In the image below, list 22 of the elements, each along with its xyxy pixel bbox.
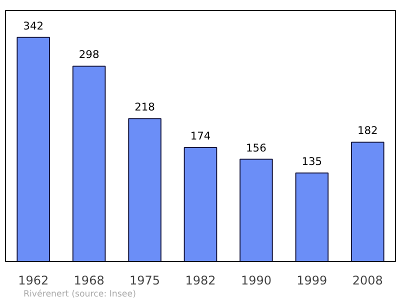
data-label: 135 [302, 155, 322, 168]
bar [295, 172, 329, 262]
data-label: 182 [357, 124, 378, 138]
x-tick-label: 2008 [352, 274, 383, 288]
x-tick-label: 1975 [130, 274, 160, 288]
text: Rivérenert (source: Insee) [24, 290, 136, 299]
data-label: 298 [78, 48, 100, 62]
data-label: 342 [23, 19, 44, 32]
x-tick-label: 1990 [240, 274, 272, 288]
bar [128, 118, 162, 262]
x-tick-label: 1968 [74, 274, 104, 288]
x-tick-label: 1982 [185, 274, 216, 288]
data-label: 156 [246, 141, 267, 154]
bar [184, 146, 218, 262]
data-label: 218 [134, 100, 156, 114]
bar [72, 66, 106, 262]
bar [16, 36, 50, 262]
bar [350, 142, 384, 262]
x-tick-label: 1962 [18, 274, 49, 288]
bar [240, 158, 273, 262]
data-label: 174 [190, 129, 211, 142]
x-tick-label: 1999 [296, 274, 328, 288]
